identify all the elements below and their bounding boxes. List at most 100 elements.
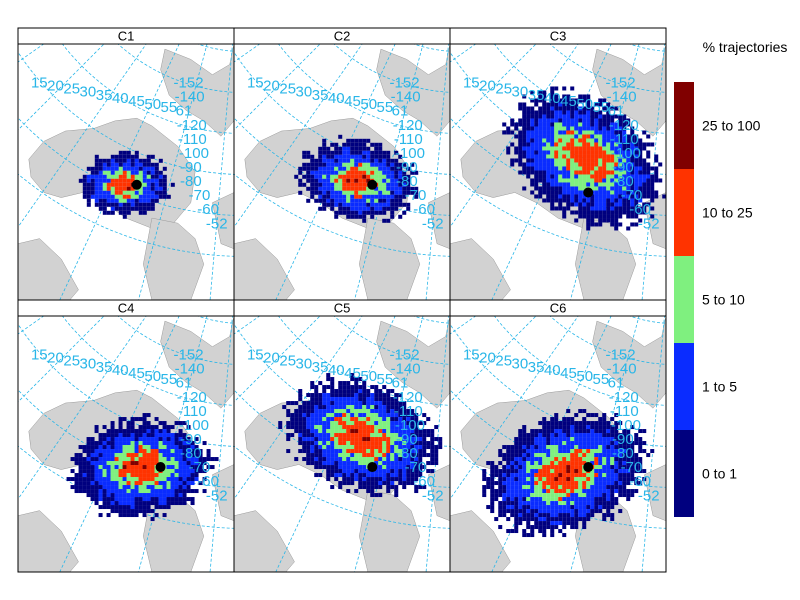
density-cell bbox=[202, 441, 207, 446]
density-cell bbox=[186, 437, 191, 442]
density-cell bbox=[542, 94, 547, 99]
density-cell bbox=[86, 437, 91, 442]
density-cell bbox=[342, 170, 347, 175]
density-cell bbox=[170, 461, 175, 466]
density-cell bbox=[178, 477, 183, 482]
density-cell bbox=[358, 485, 363, 490]
density-cell bbox=[362, 429, 367, 434]
density-cell bbox=[118, 417, 123, 422]
density-cell bbox=[354, 206, 359, 211]
density-cell bbox=[558, 449, 563, 454]
density-cell bbox=[134, 501, 139, 506]
density-cell bbox=[582, 198, 587, 203]
density-cell bbox=[602, 150, 607, 155]
density-cell bbox=[554, 485, 559, 490]
density-cell bbox=[566, 425, 571, 430]
density-cell bbox=[102, 166, 107, 171]
density-cell bbox=[570, 517, 575, 522]
density-cell bbox=[578, 449, 583, 454]
density-cell bbox=[594, 194, 599, 199]
density-cell bbox=[530, 190, 535, 195]
density-cell bbox=[398, 417, 403, 422]
density-cell bbox=[534, 142, 539, 147]
density-cell bbox=[390, 210, 395, 215]
density-cell bbox=[586, 218, 591, 223]
density-cell bbox=[526, 493, 531, 498]
density-cell bbox=[94, 182, 99, 187]
density-cell bbox=[614, 481, 619, 486]
density-cell bbox=[110, 473, 115, 478]
density-cell bbox=[594, 445, 599, 450]
density-cell bbox=[374, 186, 379, 191]
density-cell bbox=[574, 509, 579, 514]
density-cell bbox=[542, 429, 547, 434]
density-cell bbox=[514, 158, 519, 163]
density-cell bbox=[562, 417, 567, 422]
density-cell bbox=[634, 142, 639, 147]
density-cell bbox=[610, 465, 615, 470]
density-cell bbox=[126, 445, 131, 450]
density-cell bbox=[538, 118, 543, 123]
density-cell bbox=[590, 505, 595, 510]
density-cell bbox=[86, 445, 91, 450]
density-cell bbox=[422, 449, 427, 454]
density-cell bbox=[510, 493, 515, 498]
density-cell bbox=[298, 429, 303, 434]
density-cell bbox=[542, 170, 547, 175]
density-cell bbox=[126, 182, 131, 187]
density-cell bbox=[334, 210, 339, 215]
density-cell bbox=[370, 409, 375, 414]
density-cell bbox=[382, 453, 387, 458]
density-cell bbox=[390, 170, 395, 175]
density-cell bbox=[578, 178, 583, 183]
density-cell bbox=[610, 146, 615, 151]
density-cell bbox=[542, 533, 547, 538]
density-cell bbox=[378, 154, 383, 159]
density-cell bbox=[526, 138, 531, 143]
density-cell bbox=[426, 461, 431, 466]
density-cell bbox=[94, 485, 99, 490]
density-cell bbox=[566, 98, 571, 103]
density-cell bbox=[334, 150, 339, 155]
density-cell bbox=[554, 146, 559, 151]
density-cell bbox=[610, 138, 615, 143]
density-cell bbox=[134, 453, 139, 458]
density-cell bbox=[534, 134, 539, 139]
density-cell bbox=[534, 497, 539, 502]
density-cell bbox=[542, 122, 547, 127]
density-cell bbox=[542, 154, 547, 159]
density-cell bbox=[150, 178, 155, 183]
density-cell bbox=[354, 425, 359, 430]
density-cell bbox=[538, 521, 543, 526]
density-cell bbox=[626, 497, 631, 502]
density-cell bbox=[338, 397, 343, 402]
density-cell bbox=[322, 441, 327, 446]
density-cell bbox=[318, 146, 323, 151]
density-cell bbox=[538, 110, 543, 115]
map-layer: 15 20 25 30 35 40 45 50 55-152-14061-120-110-100… bbox=[18, 44, 234, 300]
density-cell bbox=[634, 461, 639, 466]
density-cell bbox=[182, 485, 187, 490]
density-cell bbox=[350, 198, 355, 203]
density-cell bbox=[530, 465, 535, 470]
graticule-label: -120 bbox=[393, 389, 423, 406]
density-cell bbox=[342, 445, 347, 450]
density-cell bbox=[398, 214, 403, 219]
density-cell bbox=[598, 174, 603, 179]
density-cell bbox=[586, 481, 591, 486]
density-cell bbox=[114, 505, 119, 510]
density-cell bbox=[86, 493, 91, 498]
density-cell bbox=[106, 190, 111, 195]
density-cell bbox=[506, 529, 511, 534]
density-cell bbox=[146, 413, 151, 418]
density-cell bbox=[582, 206, 587, 211]
density-cell bbox=[514, 529, 519, 534]
density-cell bbox=[538, 158, 543, 163]
density-cell bbox=[642, 130, 647, 135]
density-cell bbox=[642, 429, 647, 434]
density-cell bbox=[130, 501, 135, 506]
density-cell bbox=[154, 425, 159, 430]
density-cell bbox=[334, 425, 339, 430]
density-cell bbox=[338, 449, 343, 454]
density-cell bbox=[638, 190, 643, 195]
